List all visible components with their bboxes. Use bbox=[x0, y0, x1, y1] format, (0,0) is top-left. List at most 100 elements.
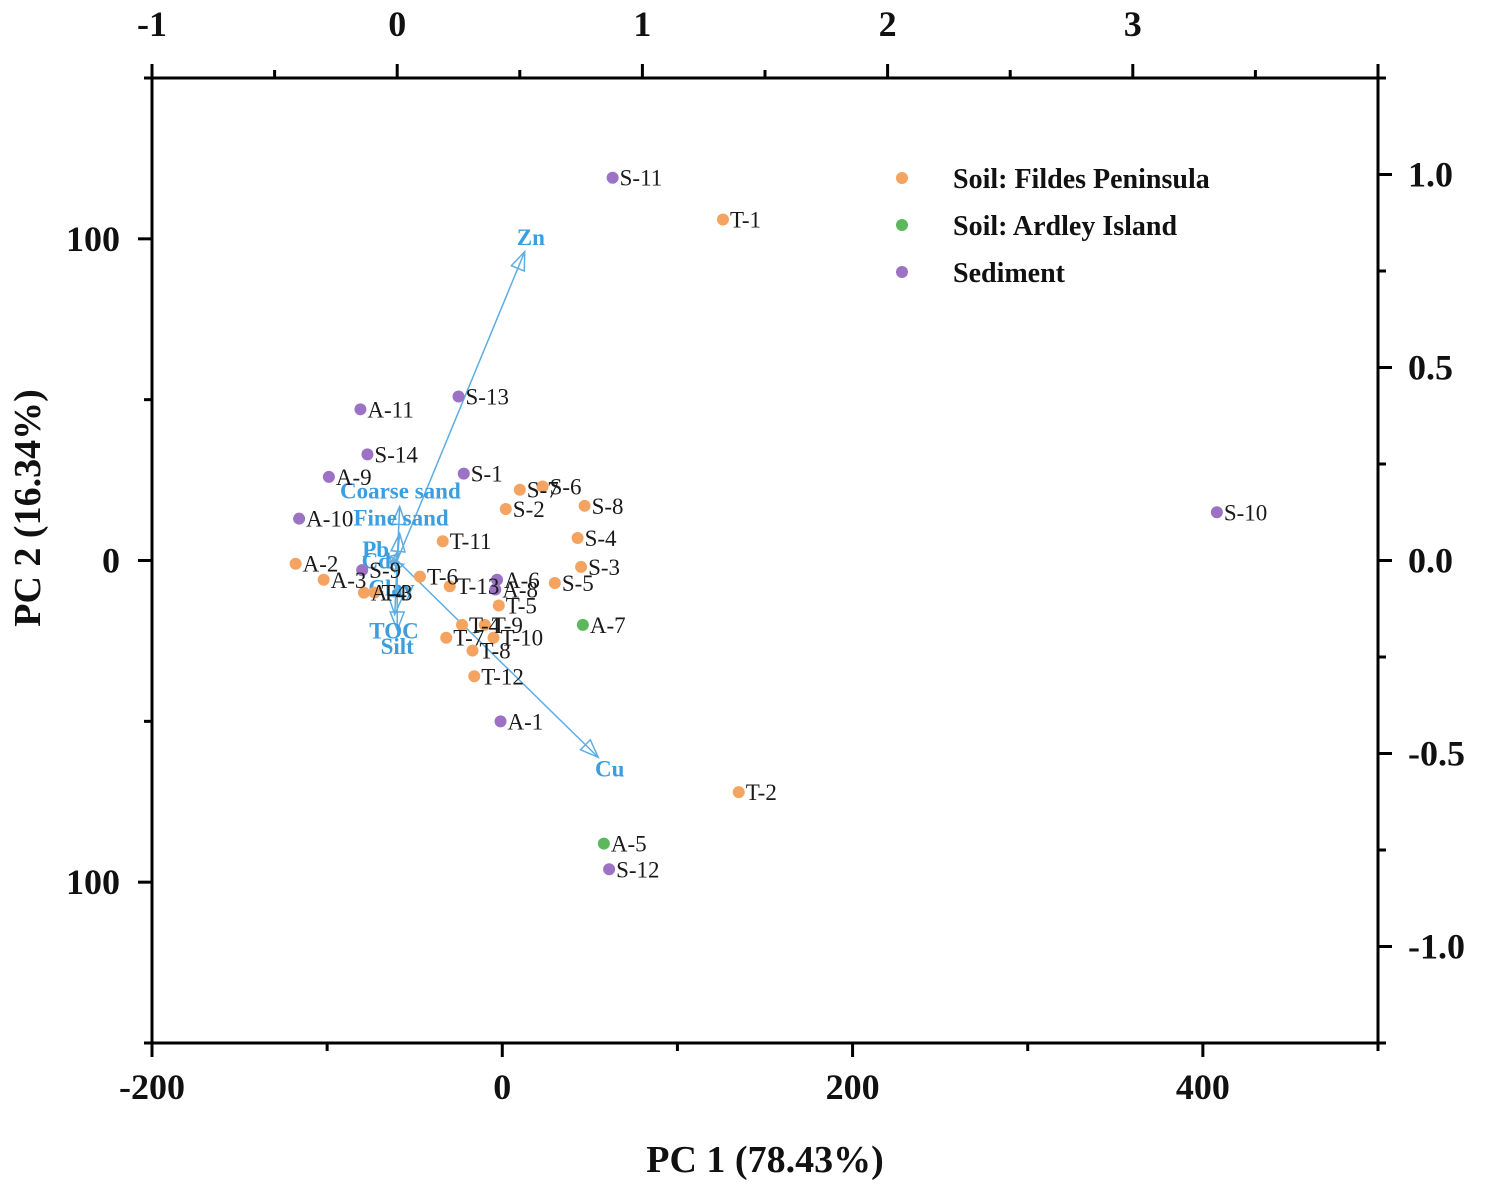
point-s-5 bbox=[548, 577, 561, 590]
point-label: T-9 bbox=[492, 613, 523, 638]
point-a-2 bbox=[289, 557, 302, 570]
point-label: A-1 bbox=[508, 709, 544, 734]
loading-label: Zn bbox=[517, 225, 545, 250]
loading-label: Coarse sand bbox=[340, 478, 461, 503]
y-tick-label: 0 bbox=[102, 541, 120, 581]
loading-arrowhead bbox=[389, 531, 407, 553]
point-label: S-7 bbox=[527, 478, 559, 503]
point-label: A-11 bbox=[367, 397, 413, 422]
loading-label: Cu bbox=[595, 757, 625, 782]
point-s-3 bbox=[575, 560, 588, 573]
legend-marker bbox=[896, 172, 908, 184]
point-t-9 bbox=[478, 618, 491, 631]
point-label: S-12 bbox=[616, 857, 659, 882]
legend-label: Sediment bbox=[953, 258, 1066, 289]
y-tick-label: 100 bbox=[66, 219, 120, 259]
loading-arrowhead bbox=[391, 550, 397, 571]
legend-marker bbox=[896, 266, 908, 278]
point-t-13 bbox=[443, 580, 456, 593]
point-label: T-2 bbox=[746, 780, 777, 805]
point-t-10 bbox=[487, 631, 500, 644]
point-label: T-3 bbox=[381, 581, 412, 606]
point-s-12 bbox=[603, 863, 616, 876]
legend: Soil: Fildes Peninsula Soil: Ardley Islan… bbox=[896, 164, 1210, 289]
point-label: S-14 bbox=[374, 442, 418, 467]
point-label: S-11 bbox=[620, 166, 663, 191]
point-s-8 bbox=[578, 499, 591, 512]
point-s-13 bbox=[452, 390, 465, 403]
point-label: T-5 bbox=[506, 594, 537, 619]
point-label: A-10 bbox=[306, 507, 353, 532]
top-tick-label: 1 bbox=[633, 4, 651, 44]
tick-labels: -200 0 200 400 100 0 100 -1 0 1 2 3 1.0 0.5 0.0 -0.5 -1.… bbox=[66, 4, 1465, 1107]
point-a-5 bbox=[597, 837, 610, 850]
point-label: T-6 bbox=[427, 565, 458, 590]
point-label: A-4 bbox=[371, 581, 407, 606]
point-label: T-1 bbox=[730, 208, 761, 233]
point-a-8 bbox=[489, 583, 502, 596]
loading-arrowhead bbox=[510, 249, 526, 273]
top-tick-label: 3 bbox=[1124, 4, 1142, 44]
top-tick-label: -1 bbox=[137, 4, 167, 44]
loading-arrowhead bbox=[389, 611, 406, 633]
right-tick-label: 1.0 bbox=[1408, 155, 1453, 195]
loading-label: TOC bbox=[369, 619, 418, 644]
point-a-11 bbox=[354, 403, 367, 416]
point-a-10 bbox=[293, 512, 306, 525]
point-a-6 bbox=[491, 573, 504, 586]
right-tick-label: 0.5 bbox=[1408, 348, 1453, 388]
loading-arrow-toc bbox=[393, 560, 398, 615]
legend-label: Soil: Ardley Island bbox=[953, 211, 1177, 242]
x-tick-label: 0 bbox=[493, 1067, 511, 1107]
point-a-9 bbox=[322, 470, 335, 483]
point-s-14 bbox=[361, 448, 374, 461]
point-label: T-10 bbox=[501, 626, 544, 651]
legend-label: Soil: Fildes Peninsula bbox=[953, 164, 1210, 195]
point-a-1 bbox=[494, 715, 507, 728]
right-tick-label: 0.0 bbox=[1408, 541, 1453, 581]
point-label: A-6 bbox=[504, 568, 540, 593]
y-tick-label: 100 bbox=[66, 862, 120, 902]
point-label: A-5 bbox=[611, 832, 647, 857]
loading-label: Pb bbox=[362, 537, 389, 562]
loading-label: Silt bbox=[381, 634, 415, 659]
y-axis-title: PC 2 (16.34%) bbox=[7, 389, 49, 626]
point-s-1 bbox=[457, 467, 470, 480]
loading-arrowhead bbox=[390, 504, 407, 526]
loading-arrowhead bbox=[579, 738, 600, 759]
point-label: S-5 bbox=[562, 571, 594, 596]
point-label: T-12 bbox=[481, 664, 524, 689]
point-label: T-4 bbox=[469, 613, 501, 638]
point-t-5 bbox=[492, 599, 505, 612]
point-s-2 bbox=[499, 503, 512, 516]
point-label: A-7 bbox=[590, 613, 626, 638]
x-tick-label: 400 bbox=[1176, 1067, 1230, 1107]
top-tick-label: 0 bbox=[388, 4, 406, 44]
point-labels: T-1 T-2 T-3 T-4T-5 T-6 T-7T-8T-9T-10 T-11 T-12 T… bbox=[303, 166, 1268, 883]
right-tick-label: -0.5 bbox=[1408, 734, 1465, 774]
point-t-8 bbox=[466, 644, 479, 657]
point-label: S-1 bbox=[471, 462, 503, 487]
point-label: S-9 bbox=[369, 558, 401, 583]
point-label: S-4 bbox=[585, 526, 617, 551]
loading-arrowhead bbox=[387, 595, 404, 617]
x-tick-label: 200 bbox=[826, 1067, 880, 1107]
point-a-3 bbox=[317, 573, 330, 586]
point-s-6 bbox=[536, 480, 549, 493]
point-label: S-2 bbox=[513, 497, 545, 522]
point-label: S-13 bbox=[466, 384, 509, 409]
point-t-11 bbox=[436, 535, 449, 548]
point-a-4 bbox=[357, 586, 370, 599]
point-s-11 bbox=[606, 171, 619, 184]
point-label: S-8 bbox=[592, 494, 624, 519]
point-s-9 bbox=[356, 564, 369, 577]
point-t-2 bbox=[732, 786, 745, 799]
point-t-3 bbox=[368, 586, 381, 599]
x-axis-title: PC 1 (78.43%) bbox=[646, 1139, 883, 1181]
point-t-4 bbox=[456, 618, 469, 631]
point-s-10 bbox=[1210, 506, 1223, 519]
legend-marker bbox=[896, 219, 908, 231]
point-label: T-7 bbox=[453, 626, 484, 651]
